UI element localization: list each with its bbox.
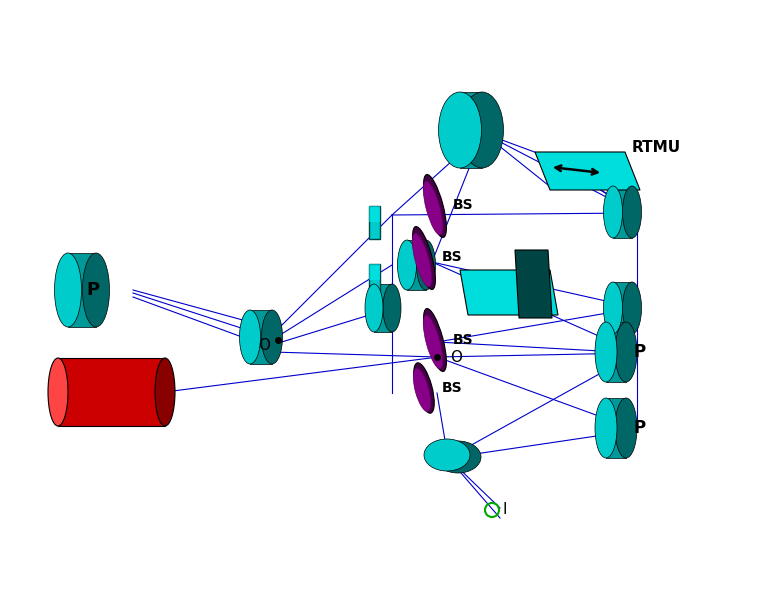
Ellipse shape xyxy=(414,368,430,411)
Text: BS: BS xyxy=(453,198,473,212)
Ellipse shape xyxy=(595,322,617,382)
Text: BS: BS xyxy=(453,333,473,347)
Ellipse shape xyxy=(424,308,447,371)
Ellipse shape xyxy=(438,92,482,168)
Polygon shape xyxy=(535,152,640,190)
Text: O: O xyxy=(258,337,270,353)
Ellipse shape xyxy=(54,253,81,327)
Text: O: O xyxy=(450,349,462,365)
Text: BS: BS xyxy=(442,381,463,395)
Ellipse shape xyxy=(435,441,481,473)
Ellipse shape xyxy=(240,310,260,364)
Polygon shape xyxy=(368,264,379,280)
Ellipse shape xyxy=(413,226,435,289)
Ellipse shape xyxy=(595,398,617,458)
Text: BS: BS xyxy=(442,250,463,264)
Polygon shape xyxy=(368,264,379,296)
Ellipse shape xyxy=(398,240,417,290)
Polygon shape xyxy=(515,250,552,318)
Polygon shape xyxy=(460,270,558,315)
Ellipse shape xyxy=(383,284,401,332)
Ellipse shape xyxy=(460,92,503,168)
Polygon shape xyxy=(613,282,632,334)
Ellipse shape xyxy=(48,358,68,426)
Ellipse shape xyxy=(414,363,434,413)
Ellipse shape xyxy=(412,233,432,287)
Ellipse shape xyxy=(424,181,443,235)
Polygon shape xyxy=(368,206,379,239)
Ellipse shape xyxy=(424,174,447,237)
Ellipse shape xyxy=(604,282,623,334)
Polygon shape xyxy=(606,322,626,382)
Text: P: P xyxy=(634,343,646,361)
Ellipse shape xyxy=(83,253,110,327)
Polygon shape xyxy=(606,398,626,458)
Ellipse shape xyxy=(615,322,637,382)
Text: I: I xyxy=(502,502,506,518)
Ellipse shape xyxy=(261,310,283,364)
Ellipse shape xyxy=(365,284,383,332)
Polygon shape xyxy=(368,206,379,222)
Ellipse shape xyxy=(155,358,175,426)
Polygon shape xyxy=(374,284,392,332)
Ellipse shape xyxy=(623,282,641,334)
Polygon shape xyxy=(407,240,426,290)
Ellipse shape xyxy=(424,315,443,369)
Polygon shape xyxy=(460,92,482,168)
Text: P: P xyxy=(634,419,646,437)
Polygon shape xyxy=(68,253,96,327)
Polygon shape xyxy=(613,186,632,238)
Ellipse shape xyxy=(615,398,637,458)
Text: P: P xyxy=(87,281,100,299)
Ellipse shape xyxy=(417,240,436,290)
Polygon shape xyxy=(58,358,165,426)
Ellipse shape xyxy=(604,186,623,238)
Ellipse shape xyxy=(424,439,470,471)
Polygon shape xyxy=(250,310,272,364)
Text: RTMU: RTMU xyxy=(632,140,681,154)
Ellipse shape xyxy=(623,186,641,238)
